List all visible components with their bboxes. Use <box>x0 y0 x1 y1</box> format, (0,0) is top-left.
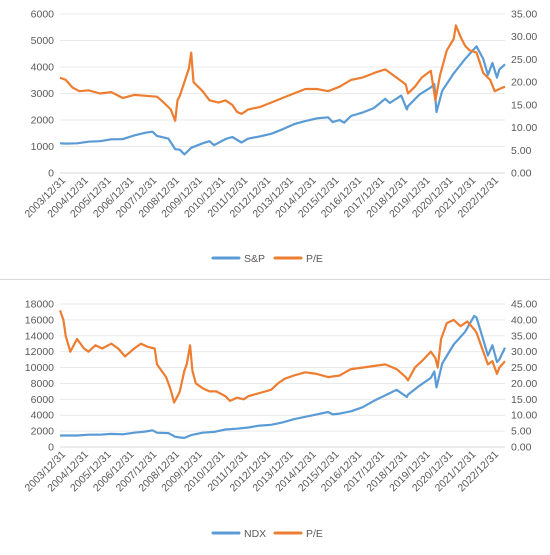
sp500-chart-svg: 0 1000 2000 3000 4000 5000 6000 0.00 5.00 10.00 15… <box>22 9 537 266</box>
sp500-legend-label: S&P <box>244 253 265 265</box>
chart-divider <box>0 279 550 280</box>
ndx-left-tick-label: 16000 <box>25 314 54 326</box>
sp500-right-tick-label: 0.00 <box>511 168 532 180</box>
ndx-right-tick-label: 15.00 <box>511 394 537 406</box>
ndx-right-tick-label: 40.00 <box>511 314 537 326</box>
sp500-right-tick-label: 20.00 <box>511 77 537 89</box>
sp500-right-tick-label: 25.00 <box>511 54 537 66</box>
ndx-legend-label: NDX <box>244 528 266 540</box>
ndx-series-pe-line <box>58 310 506 404</box>
sp500-left-tick-label: 6000 <box>31 9 55 21</box>
sp500-right-tick-label: 30.00 <box>511 31 537 43</box>
ndx-right-tick-label: 45.00 <box>511 299 537 311</box>
ndx-left-tick-label: 0 <box>48 442 54 454</box>
ndx-chart: 0 2000 4000 6000 8000 10000 12000 14000 16000 180… <box>0 286 550 550</box>
ndx-left-tick-label: 18000 <box>25 299 54 311</box>
ndx-right-tick-label: 20.00 <box>511 378 537 390</box>
sp500-left-tick-label: 1000 <box>31 141 55 153</box>
sp500-left-tick-label: 5000 <box>31 35 55 47</box>
ndx-right-tick-label: 0.00 <box>511 442 532 454</box>
sp500-chart: 0 1000 2000 3000 4000 5000 6000 0.00 5.00 10.00 15… <box>0 0 550 276</box>
ndx-left-tick-label: 4000 <box>31 410 55 422</box>
ndx-right-tick-label: 25.00 <box>511 362 537 374</box>
ndx-left-tick-label: 10000 <box>25 362 54 374</box>
sp500-left-tick-label: 0 <box>48 168 54 180</box>
sp500-series-index-line <box>59 45 506 156</box>
sp500-series-pe-line <box>59 24 506 122</box>
ndx-left-tick-label: 2000 <box>31 426 55 438</box>
sp500-right-tick-label: 35.00 <box>511 9 537 21</box>
ndx-left-tick-label: 6000 <box>31 394 55 406</box>
sp500-right-tick-label: 5.00 <box>511 145 532 157</box>
sp500-left-tick-label: 3000 <box>31 88 55 100</box>
ndx-series-index-line <box>60 314 506 439</box>
ndx-left-tick-label: 8000 <box>31 378 55 390</box>
sp500-right-tick-label: 10.00 <box>511 122 537 134</box>
ndx-right-tick-label: 30.00 <box>511 346 537 358</box>
ndx-right-tick-label: 10.00 <box>511 410 537 422</box>
ndx-left-tick-label: 14000 <box>25 330 54 342</box>
ndx-right-tick-label: 5.00 <box>511 426 532 438</box>
ndx-chart-svg: 0 2000 4000 6000 8000 10000 12000 14000 16000 180… <box>22 299 537 541</box>
sp500-legend-label: P/E <box>306 253 323 265</box>
sp500-left-tick-label: 4000 <box>31 62 55 74</box>
ndx-right-tick-label: 35.00 <box>511 330 537 342</box>
ndx-legend-label: P/E <box>306 528 323 540</box>
sp500-right-tick-label: 15.00 <box>511 99 537 111</box>
ndx-left-tick-label: 12000 <box>25 346 54 358</box>
sp500-left-tick-label: 2000 <box>31 115 55 127</box>
